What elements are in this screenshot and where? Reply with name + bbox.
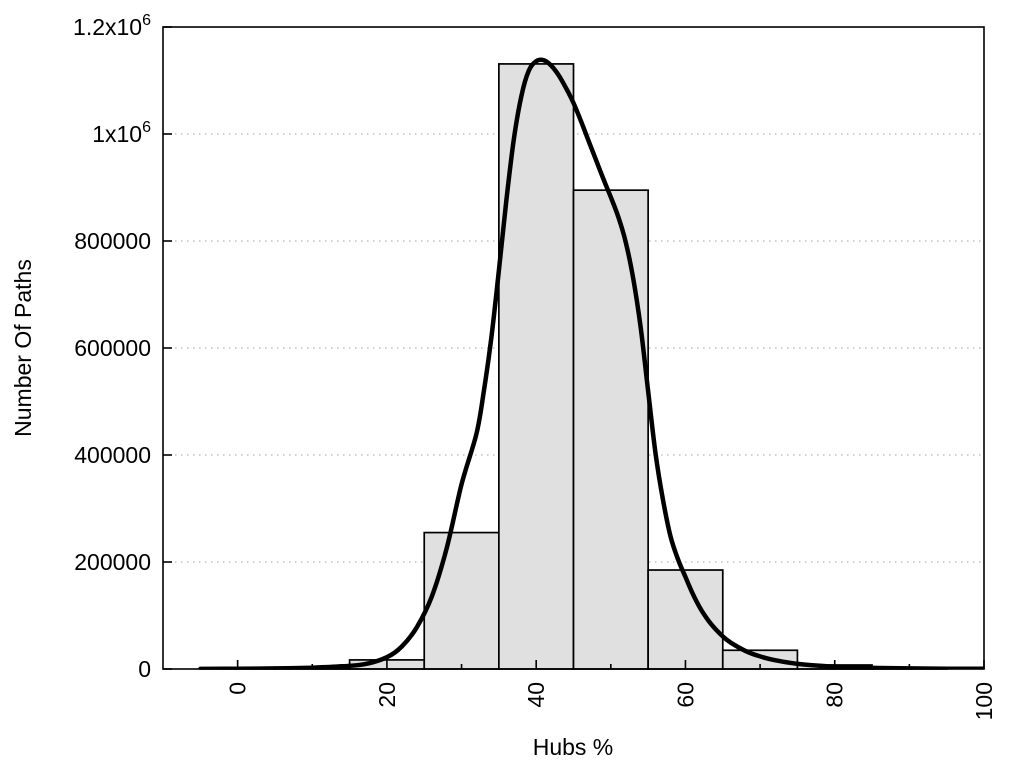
y-tick-label: 400000	[74, 442, 151, 468]
tick-labels-layer: 0 200000 400000 600000 800000 1x106 1.2x106 0 20…	[73, 12, 997, 720]
x-tick-label: 20	[374, 682, 400, 708]
x-tick-label: 40	[523, 682, 549, 708]
y-tick-label: 600000	[74, 335, 151, 361]
histogram-bar	[572, 189, 649, 670]
y-tick-label: 1x106	[92, 119, 151, 147]
fit-curve-layer	[198, 57, 984, 669]
y-axis-title: Number Of Paths	[10, 259, 36, 437]
y-tick-label: 200000	[74, 549, 151, 575]
plot-border	[162, 26, 985, 670]
x-axis-title: Hubs %	[533, 734, 614, 760]
fit-curve-line	[198, 57, 984, 669]
x-tick-label: 60	[672, 682, 698, 708]
histogram-bar	[423, 531, 500, 670]
y-tick-label: 1.2x106	[73, 12, 151, 40]
y-tick-label: 800000	[74, 228, 151, 254]
histogram-bars-layer	[199, 63, 948, 670]
x-tick-label: 0	[225, 682, 251, 695]
x-tick-label: 100	[971, 682, 997, 720]
y-tick-label: 0	[138, 656, 151, 682]
histogram-bar	[647, 569, 724, 670]
x-tick-label: 80	[822, 682, 848, 708]
